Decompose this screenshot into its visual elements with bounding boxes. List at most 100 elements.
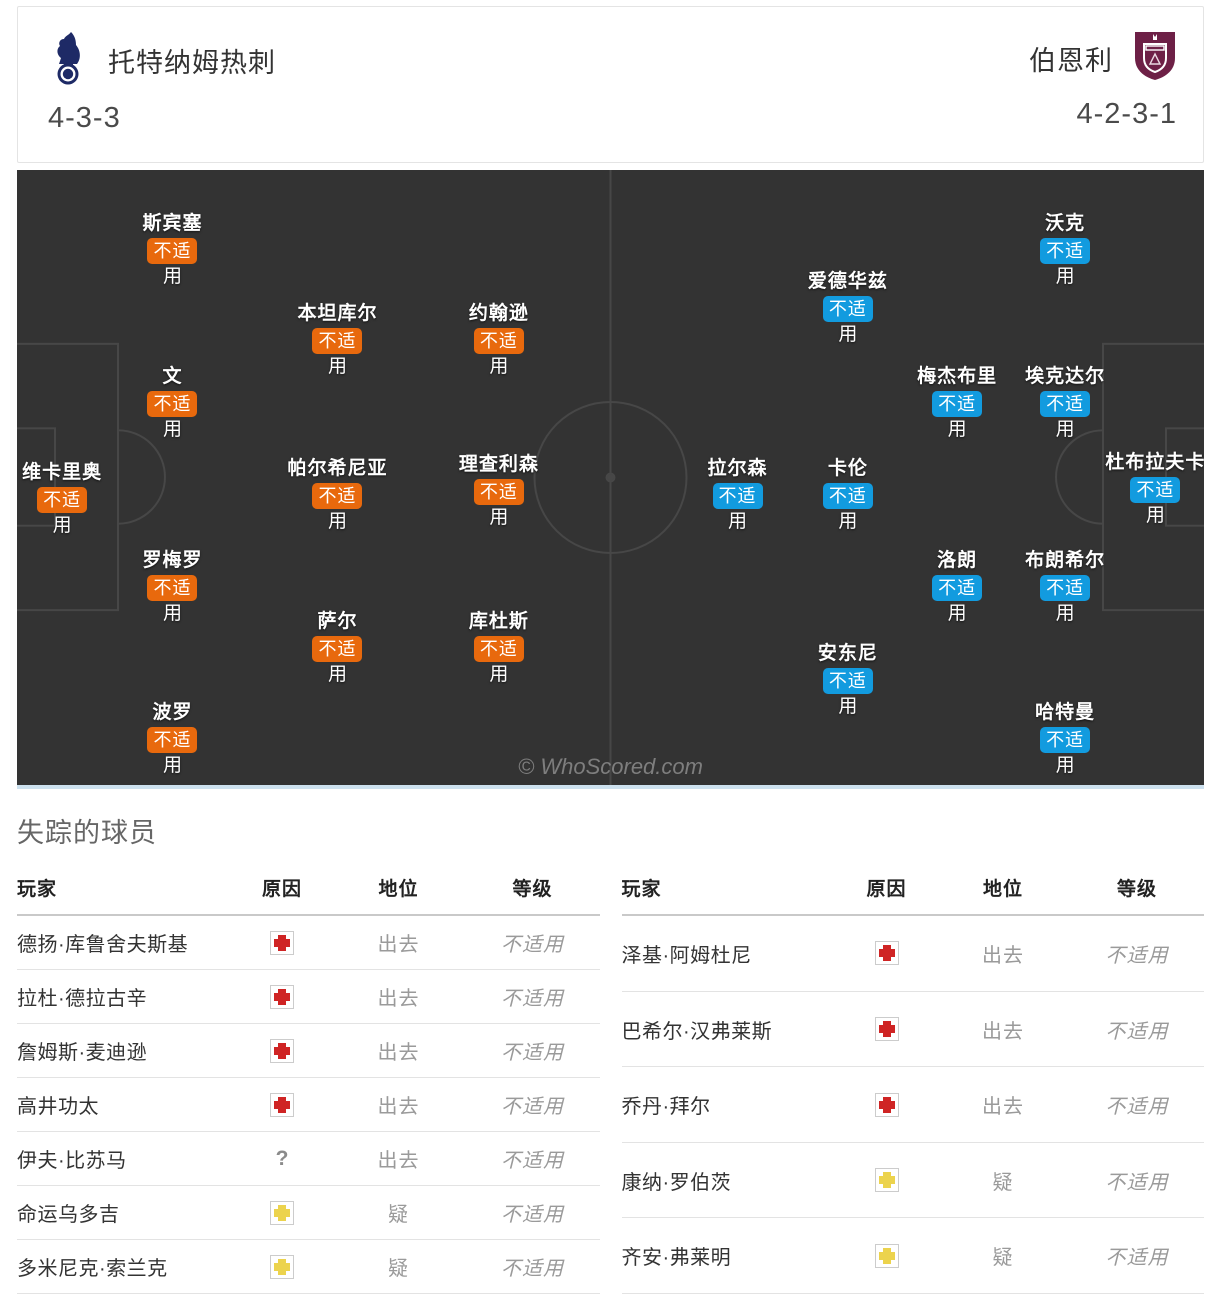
missing-players-tables: 玩家 原因 地位 等级 德扬·库鲁舍夫斯基 出去 不适用 拉杜·德拉古辛 出去 不适用 詹姆… (17, 860, 1204, 1294)
player-status-badge: 不适 (473, 478, 524, 505)
away-team-name[interactable]: 伯恩利 (1029, 46, 1113, 76)
player-marker[interactable]: 拉尔森 不适用 (668, 457, 808, 534)
player-marker[interactable]: 布朗希尔 不适用 (995, 549, 1135, 626)
player-status-overflow: 用 (947, 602, 967, 624)
doubtful-cross-icon (874, 1243, 899, 1268)
player-status-overflow: 用 (162, 755, 182, 777)
player-name: 沃克 (1045, 213, 1086, 235)
missing-player-status: 出去 (331, 915, 466, 970)
player-marker[interactable]: 洛朗 不适用 (887, 549, 1027, 626)
player-marker[interactable]: 斯宾塞 不适用 (102, 212, 242, 289)
pitch-markings (17, 170, 1204, 785)
player-marker[interactable]: 约翰逊 不适用 (429, 302, 569, 379)
player-status-overflow: 用 (838, 324, 858, 346)
injury-cross-icon (874, 1017, 899, 1042)
missing-player-rating: 不适用 (465, 1023, 600, 1078)
missing-player-row: 多米尼克·索兰克 疑不适用 (17, 1239, 600, 1294)
match-header: 托特纳姆热刺 4-3-3 伯恩利 4-2-3-1 (17, 6, 1204, 163)
player-name: 爱德华兹 (807, 271, 888, 293)
away-team-crest-icon (1133, 31, 1177, 86)
missing-player-row: 齐安·弗莱明 疑不适用 (621, 1217, 1204, 1294)
home-team-header: 托特纳姆热刺 4-3-3 (48, 31, 276, 142)
missing-player-name: 巴希尔·汉弗莱斯 (621, 991, 838, 1068)
player-name: 维卡里奥 (22, 461, 103, 483)
player-name: 布朗希尔 (1025, 549, 1106, 571)
player-marker[interactable]: 梅杰布里 不适用 (887, 365, 1027, 442)
player-name: 本坦库尔 (297, 303, 378, 325)
missing-player-rating: 不适用 (465, 915, 600, 970)
player-status-badge: 不适 (147, 390, 198, 417)
missing-player-name: 康纳·罗伯茨 (621, 1142, 838, 1219)
player-status-overflow: 用 (1055, 755, 1075, 777)
player-status-overflow: 用 (327, 356, 347, 378)
player-marker[interactable]: 爱德华兹 不适用 (778, 270, 918, 347)
player-status-badge: 不适 (312, 483, 363, 510)
away-missing-table: 玩家 原因 地位 等级 泽基·阿姆杜尼 出去 不适用 巴希尔·汉弗莱斯 出去 不适用 乔丹·… (621, 860, 1204, 1294)
player-marker[interactable]: 库杜斯 不适用 (429, 610, 569, 687)
missing-player-reason (837, 1066, 937, 1143)
player-status-overflow: 用 (1055, 266, 1075, 288)
player-status-badge: 不适 (932, 574, 983, 601)
player-name: 库杜斯 (468, 611, 529, 633)
column-header-reason: 原因 (232, 860, 332, 916)
missing-player-reason (232, 915, 332, 970)
missing-player-name: 乔丹·拜尔 (621, 1066, 838, 1143)
player-name: 安东尼 (817, 642, 878, 664)
player-marker[interactable]: 罗梅罗 不适用 (102, 549, 242, 626)
player-status-badge: 不适 (147, 727, 198, 754)
player-marker[interactable]: 维卡里奥 不适用 (17, 461, 132, 538)
column-header-reason: 原因 (837, 860, 937, 916)
missing-player-status: 疑 (936, 1217, 1070, 1294)
player-marker[interactable]: 卡伦 不适用 (778, 457, 918, 534)
player-marker[interactable]: 文不适用 (102, 365, 242, 442)
player-marker[interactable]: 杜布拉夫卡 不适用 (1085, 451, 1204, 528)
player-marker[interactable]: 哈特曼 不适用 (995, 701, 1135, 778)
missing-player-row: 泽基·阿姆杜尼 出去 不适用 (621, 915, 1204, 992)
doubtful-cross-icon (270, 1254, 295, 1279)
player-marker[interactable]: 帕尔希尼亚 不适用 (267, 457, 407, 534)
player-status-overflow: 用 (727, 511, 747, 533)
missing-player-name: 命运乌多吉 (17, 1185, 233, 1240)
missing-player-reason (837, 1142, 937, 1219)
player-status-badge: 不适 (1040, 574, 1091, 601)
player-name: 卡伦 (827, 458, 868, 480)
player-status-badge: 不适 (147, 238, 198, 265)
missing-player-rating: 不适用 (1070, 1217, 1204, 1294)
player-name: 埃克达尔 (1025, 365, 1106, 387)
player-name: 波罗 (152, 702, 193, 724)
home-team-name[interactable]: 托特纳姆热刺 (108, 48, 276, 78)
player-marker[interactable]: 萨尔 不适用 (267, 610, 407, 687)
missing-player-row: 伊夫·比苏马? 出去 不适用 (17, 1131, 600, 1186)
player-status-badge: 不适 (822, 483, 873, 510)
question-mark-icon: ? (275, 1146, 289, 1170)
doubtful-cross-icon (270, 1200, 295, 1225)
player-marker[interactable]: 安东尼 不适用 (778, 642, 918, 719)
player-status-overflow: 用 (489, 664, 509, 686)
player-status-badge: 不适 (473, 328, 524, 355)
player-status-overflow: 用 (162, 266, 182, 288)
player-marker[interactable]: 埃克达尔 不适用 (995, 365, 1135, 442)
missing-player-reason (837, 915, 937, 992)
missing-player-rating: 不适用 (1070, 991, 1204, 1068)
missing-player-status: 疑 (331, 1239, 466, 1294)
missing-player-status: 疑 (936, 1142, 1070, 1219)
missing-player-reason (837, 1217, 937, 1294)
player-marker[interactable]: 沃克 不适用 (995, 212, 1135, 289)
player-status-overflow: 用 (327, 511, 347, 533)
column-header-player: 玩家 (621, 860, 838, 916)
player-status-overflow: 用 (947, 418, 967, 440)
column-header-status: 地位 (331, 860, 466, 916)
missing-player-row: 命运乌多吉 疑不适用 (17, 1185, 600, 1240)
player-marker[interactable]: 本坦库尔 不适用 (267, 302, 407, 379)
player-status-overflow: 用 (838, 695, 858, 717)
player-marker[interactable]: 波罗 不适用 (102, 701, 242, 778)
player-name: 文 (162, 365, 183, 387)
player-name: 帕尔希尼亚 (287, 458, 388, 480)
player-status-overflow: 用 (1055, 418, 1075, 440)
missing-player-reason (837, 991, 937, 1068)
player-marker[interactable]: 理查利森 不适用 (429, 453, 569, 530)
missing-players-title: 失踪的球员 (17, 818, 157, 848)
missing-player-reason: ? (232, 1131, 332, 1186)
missing-player-rating: 不适用 (465, 1131, 600, 1186)
player-status-overflow: 用 (52, 514, 72, 536)
